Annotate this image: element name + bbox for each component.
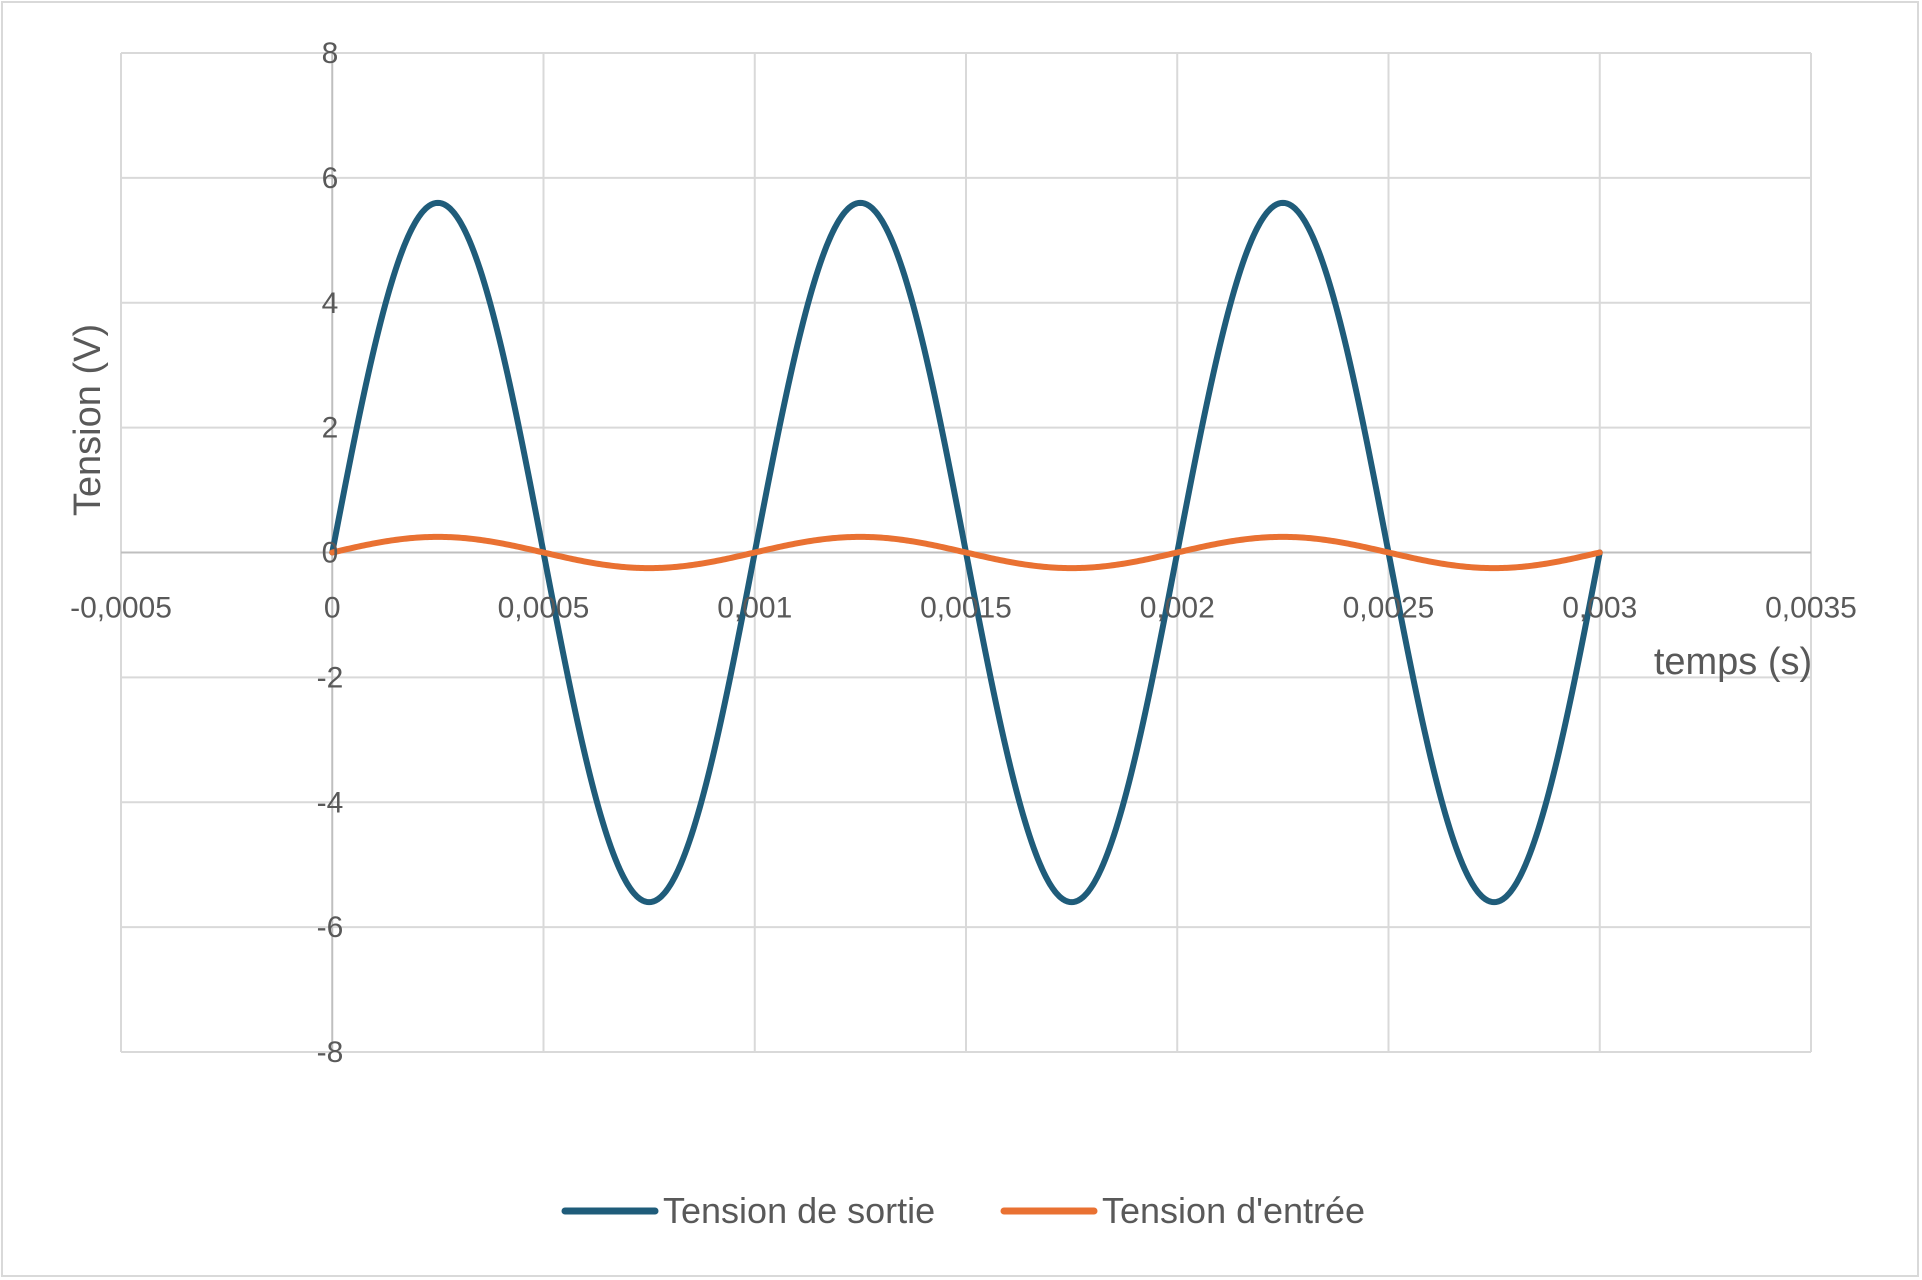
legend-label-output: Tension de sortie [663,1190,935,1231]
x-tick-label: 0,003 [1562,592,1637,625]
y-tick-label: -4 [317,786,344,819]
y-tick-label: -8 [317,1036,344,1069]
y-axis-title: Tension (V) [67,324,109,516]
x-tick-label: 0,002 [1140,592,1215,625]
y-tick-label: 6 [322,162,339,195]
x-axis-title: temps (s) [1654,641,1812,683]
x-tick-label: 0,0025 [1343,592,1435,625]
y-tick-label: -2 [317,661,344,694]
y-tick-label: 4 [322,287,339,320]
x-tick-label: 0,0005 [498,592,590,625]
legend-item-output[interactable]: Tension de sortie [561,1190,935,1231]
y-tick-label: 0 [322,537,339,570]
legend: Tension de sortie Tension d'entrée [561,1190,1365,1231]
y-tick-labels: -8 -6 -4 -2 0 2 4 6 8 [317,37,344,1069]
x-tick-label: -0,0005 [70,592,172,625]
x-tick-label: 0,001 [717,592,792,625]
legend-label-input: Tension d'entrée [1102,1190,1365,1231]
x-tick-label: 0,0035 [1765,592,1857,625]
x-tick-label: 0 [324,592,341,625]
y-tick-label: -6 [317,911,344,944]
x-tick-label: 0,0015 [920,592,1012,625]
x-tick-labels: -0,0005 0 0,0005 0,001 0,0015 0,002 0,0025 0,00… [70,592,1857,625]
y-tick-label: 2 [322,412,339,445]
legend-item-input[interactable]: Tension d'entrée [1000,1190,1365,1231]
y-tick-label: 8 [322,37,339,70]
series-lines [329,199,1603,906]
